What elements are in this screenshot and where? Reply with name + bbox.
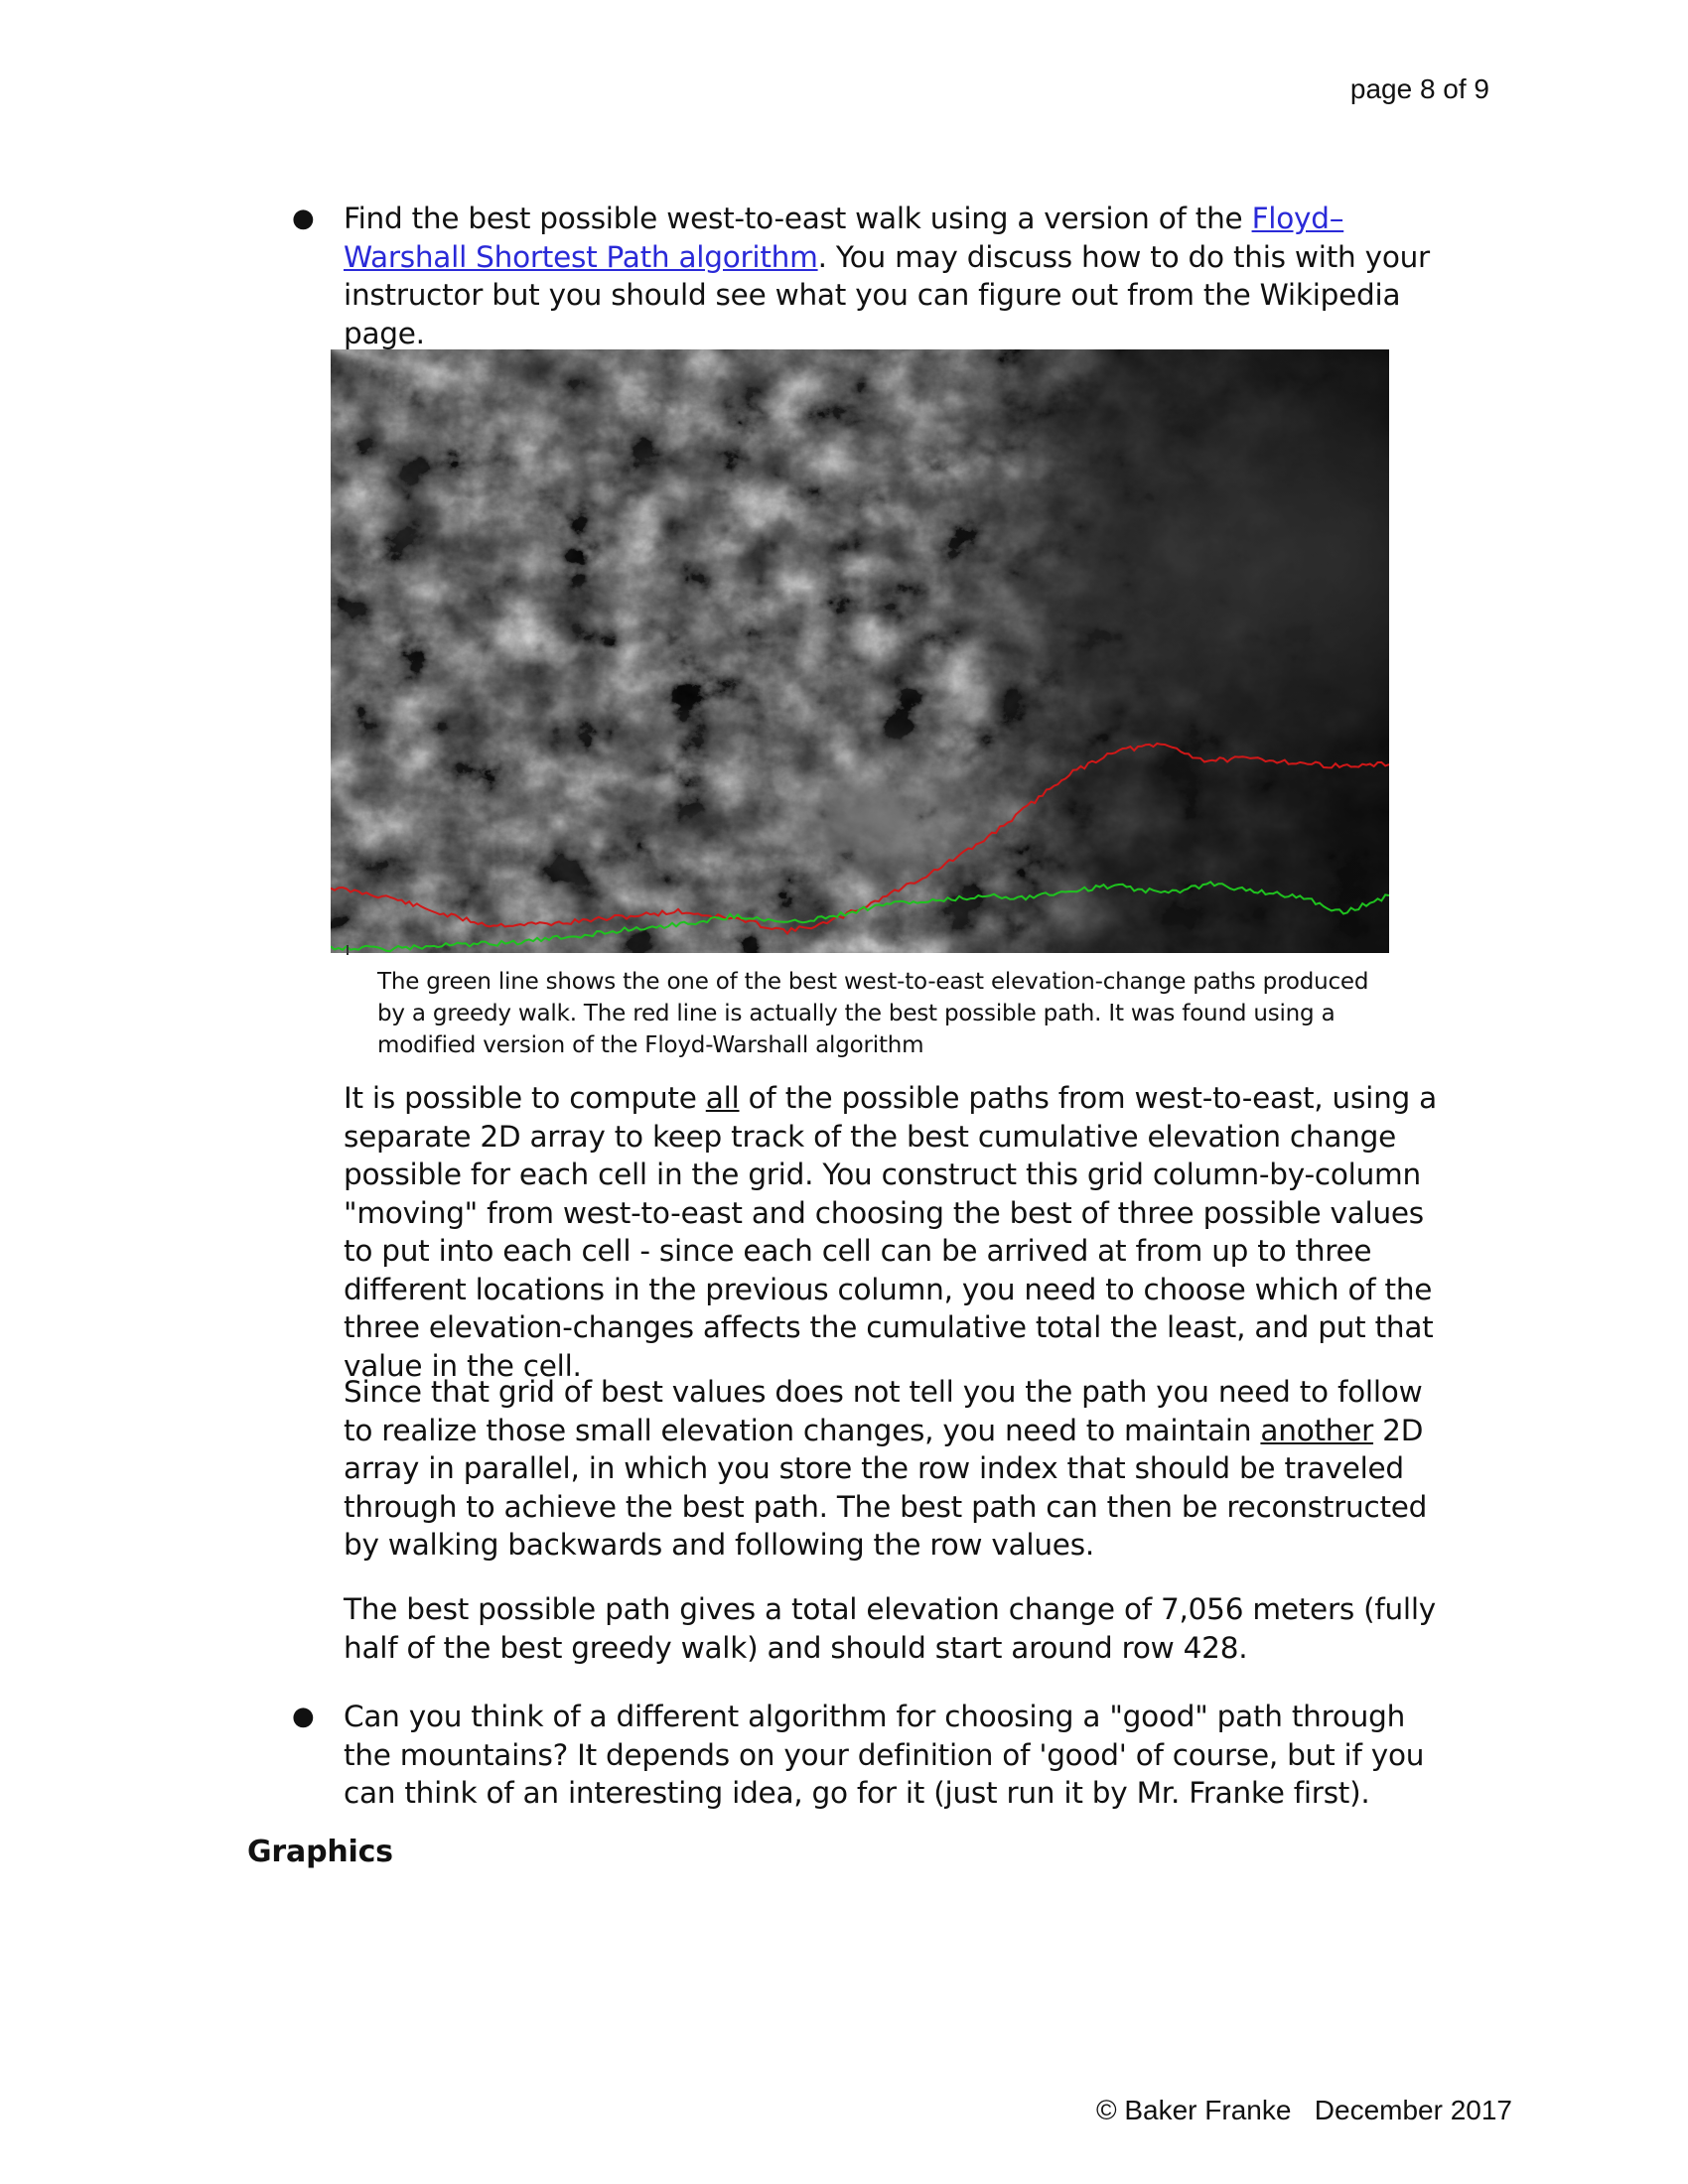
bullet1-text-after: . You may discuss how to do this with yo…	[344, 239, 1430, 350]
para1-emphasis: all	[705, 1081, 740, 1115]
figure-caption: The green line shows the one of the best…	[377, 969, 1369, 1058]
elevation-map-image	[331, 349, 1389, 953]
bullet1-text: Find the best possible west-to-east walk…	[344, 200, 1446, 352]
footer-copyright: © Baker Franke December 2017	[1095, 2095, 1512, 2125]
para1-after: of the possible paths from west-to-east,…	[344, 1081, 1437, 1383]
greedy-path-green-line	[331, 881, 1389, 953]
elevation-map-figure	[331, 349, 1389, 953]
bullet2-text: Can you think of a different algorithm f…	[344, 1700, 1425, 1810]
section-heading-graphics: Graphics	[247, 1835, 393, 1869]
para2-after: 2D array in parallel, in which you store…	[344, 1413, 1428, 1563]
page-number: page 8 of 9	[1349, 73, 1489, 104]
para1-before: It is possible to compute	[344, 1081, 706, 1115]
para2-before: Since that grid of best values does not …	[344, 1375, 1423, 1447]
figure-anchor-mark	[347, 945, 349, 955]
para2-emphasis: another	[1260, 1413, 1374, 1447]
bullet-icon: ●	[292, 1702, 315, 1731]
paragraph-compute-all-paths: It is possible to compute all of the pos…	[344, 1079, 1446, 1385]
floyd-warshall-link[interactable]: Floyd–Warshall Shortest Path algorithm	[344, 202, 1344, 274]
paragraph-best-path-result: The best possible path gives a total ele…	[344, 1592, 1437, 1665]
bullet-icon: ●	[292, 204, 315, 233]
bullet1-text-before: Find the best possible west-to-east walk…	[344, 202, 1252, 235]
paragraph-path-reconstruction: Since that grid of best values does not …	[344, 1373, 1446, 1565]
